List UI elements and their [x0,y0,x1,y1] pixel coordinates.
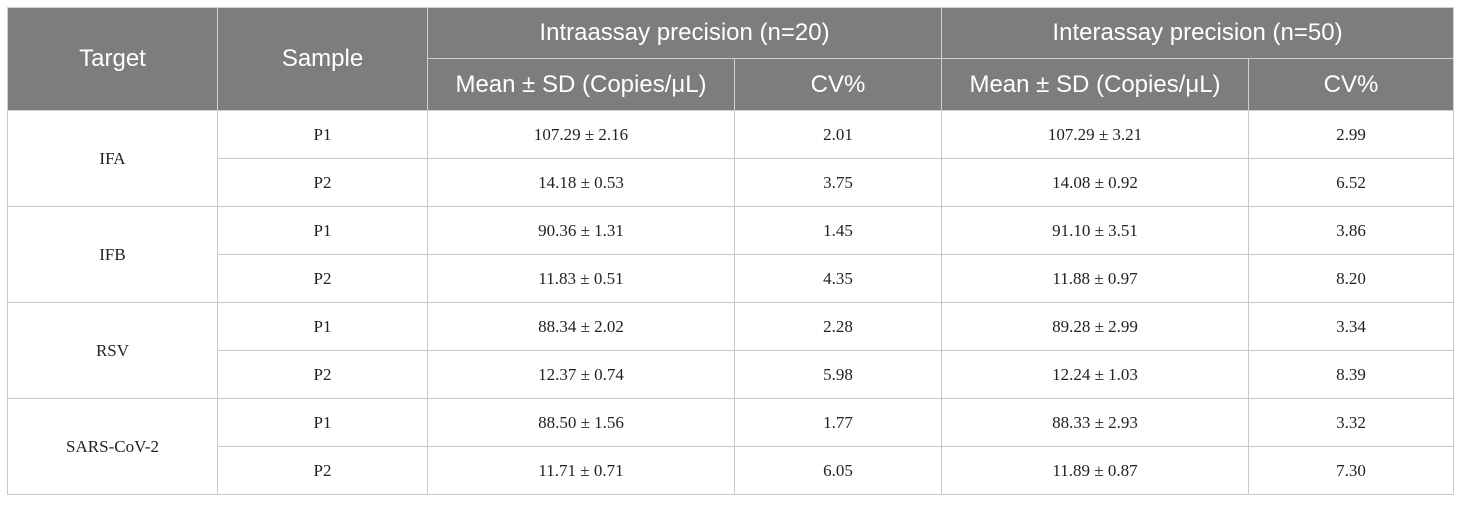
table-row: P2 14.18 ± 0.53 3.75 14.08 ± 0.92 6.52 [8,158,1454,207]
inter-mean-cell: 11.89 ± 0.87 [941,446,1249,495]
intra-cv-cell: 2.28 [734,302,942,351]
sample-cell: P2 [217,446,428,495]
table-header: Target Sample Intraassay precision (n=20… [7,7,1454,111]
intra-mean-cell: 11.71 ± 0.71 [427,446,735,495]
intra-cv-cell: 4.35 [734,254,942,303]
intra-mean-cell: 12.37 ± 0.74 [427,350,735,399]
intra-cv-cell: 6.05 [734,446,942,495]
table-row: SARS-CoV-2 P1 88.50 ± 1.56 1.77 88.33 ± … [7,398,1454,495]
inter-cv-cell: 3.86 [1248,206,1454,255]
header-sample: Sample [217,7,428,111]
target-cell: RSV [7,302,218,399]
inter-cv-cell: 8.39 [1248,350,1454,399]
table-row: IFA P1 107.29 ± 2.16 2.01 107.29 ± 3.21 … [7,110,1454,207]
sample-cell: P2 [217,350,428,399]
header-intraassay-group: Intraassay precision (n=20) [427,7,942,59]
intra-cv-cell: 1.45 [734,206,942,255]
table-row: P2 12.37 ± 0.74 5.98 12.24 ± 1.03 8.39 [8,350,1454,399]
intra-cv-cell: 1.77 [734,398,942,447]
inter-cv-cell: 8.20 [1248,254,1454,303]
intra-mean-cell: 107.29 ± 2.16 [427,110,735,159]
sample-cell: P1 [217,206,428,255]
header-interassay-group: Interassay precision (n=50) [941,7,1454,59]
intra-cv-cell: 5.98 [734,350,942,399]
inter-mean-cell: 89.28 ± 2.99 [941,302,1249,351]
header-intra-cv: CV% [734,58,942,111]
intra-cv-cell: 2.01 [734,110,942,159]
sample-cell: P2 [217,158,428,207]
sample-cell: P1 [217,302,428,351]
header-inter-cv: CV% [1248,58,1454,111]
table-row: RSV P1 88.34 ± 2.02 2.28 89.28 ± 2.99 3.… [7,302,1454,399]
intra-mean-cell: 11.83 ± 0.51 [427,254,735,303]
header-inter-mean-sd: Mean ± SD (Copies/μL) [941,58,1249,111]
header-intra-mean-sd: Mean ± SD (Copies/μL) [427,58,735,111]
intra-mean-cell: 88.50 ± 1.56 [427,398,735,447]
header-target: Target [7,7,218,111]
sample-cell: P1 [217,398,428,447]
table-row: P2 11.83 ± 0.51 4.35 11.88 ± 0.97 8.20 [8,254,1454,303]
inter-mean-cell: 91.10 ± 3.51 [941,206,1249,255]
intra-mean-cell: 88.34 ± 2.02 [427,302,735,351]
inter-cv-cell: 3.32 [1248,398,1454,447]
intra-mean-cell: 14.18 ± 0.53 [427,158,735,207]
table-row: IFB P1 90.36 ± 1.31 1.45 91.10 ± 3.51 3.… [7,206,1454,303]
inter-cv-cell: 7.30 [1248,446,1454,495]
target-cell: IFB [7,206,218,303]
intra-mean-cell: 90.36 ± 1.31 [427,206,735,255]
inter-mean-cell: 88.33 ± 2.93 [941,398,1249,447]
target-cell: IFA [7,110,218,207]
inter-cv-cell: 6.52 [1248,158,1454,207]
sample-cell: P2 [217,254,428,303]
intra-cv-cell: 3.75 [734,158,942,207]
table-body: IFA P1 107.29 ± 2.16 2.01 107.29 ± 3.21 … [7,110,1454,495]
table-row: P2 11.71 ± 0.71 6.05 11.89 ± 0.87 7.30 [8,446,1454,495]
inter-mean-cell: 107.29 ± 3.21 [941,110,1249,159]
inter-cv-cell: 2.99 [1248,110,1454,159]
inter-mean-cell: 11.88 ± 0.97 [941,254,1249,303]
sample-cell: P1 [217,110,428,159]
inter-mean-cell: 14.08 ± 0.92 [941,158,1249,207]
inter-cv-cell: 3.34 [1248,302,1454,351]
precision-table: Target Sample Intraassay precision (n=20… [7,7,1454,495]
target-cell: SARS-CoV-2 [7,398,218,495]
inter-mean-cell: 12.24 ± 1.03 [941,350,1249,399]
